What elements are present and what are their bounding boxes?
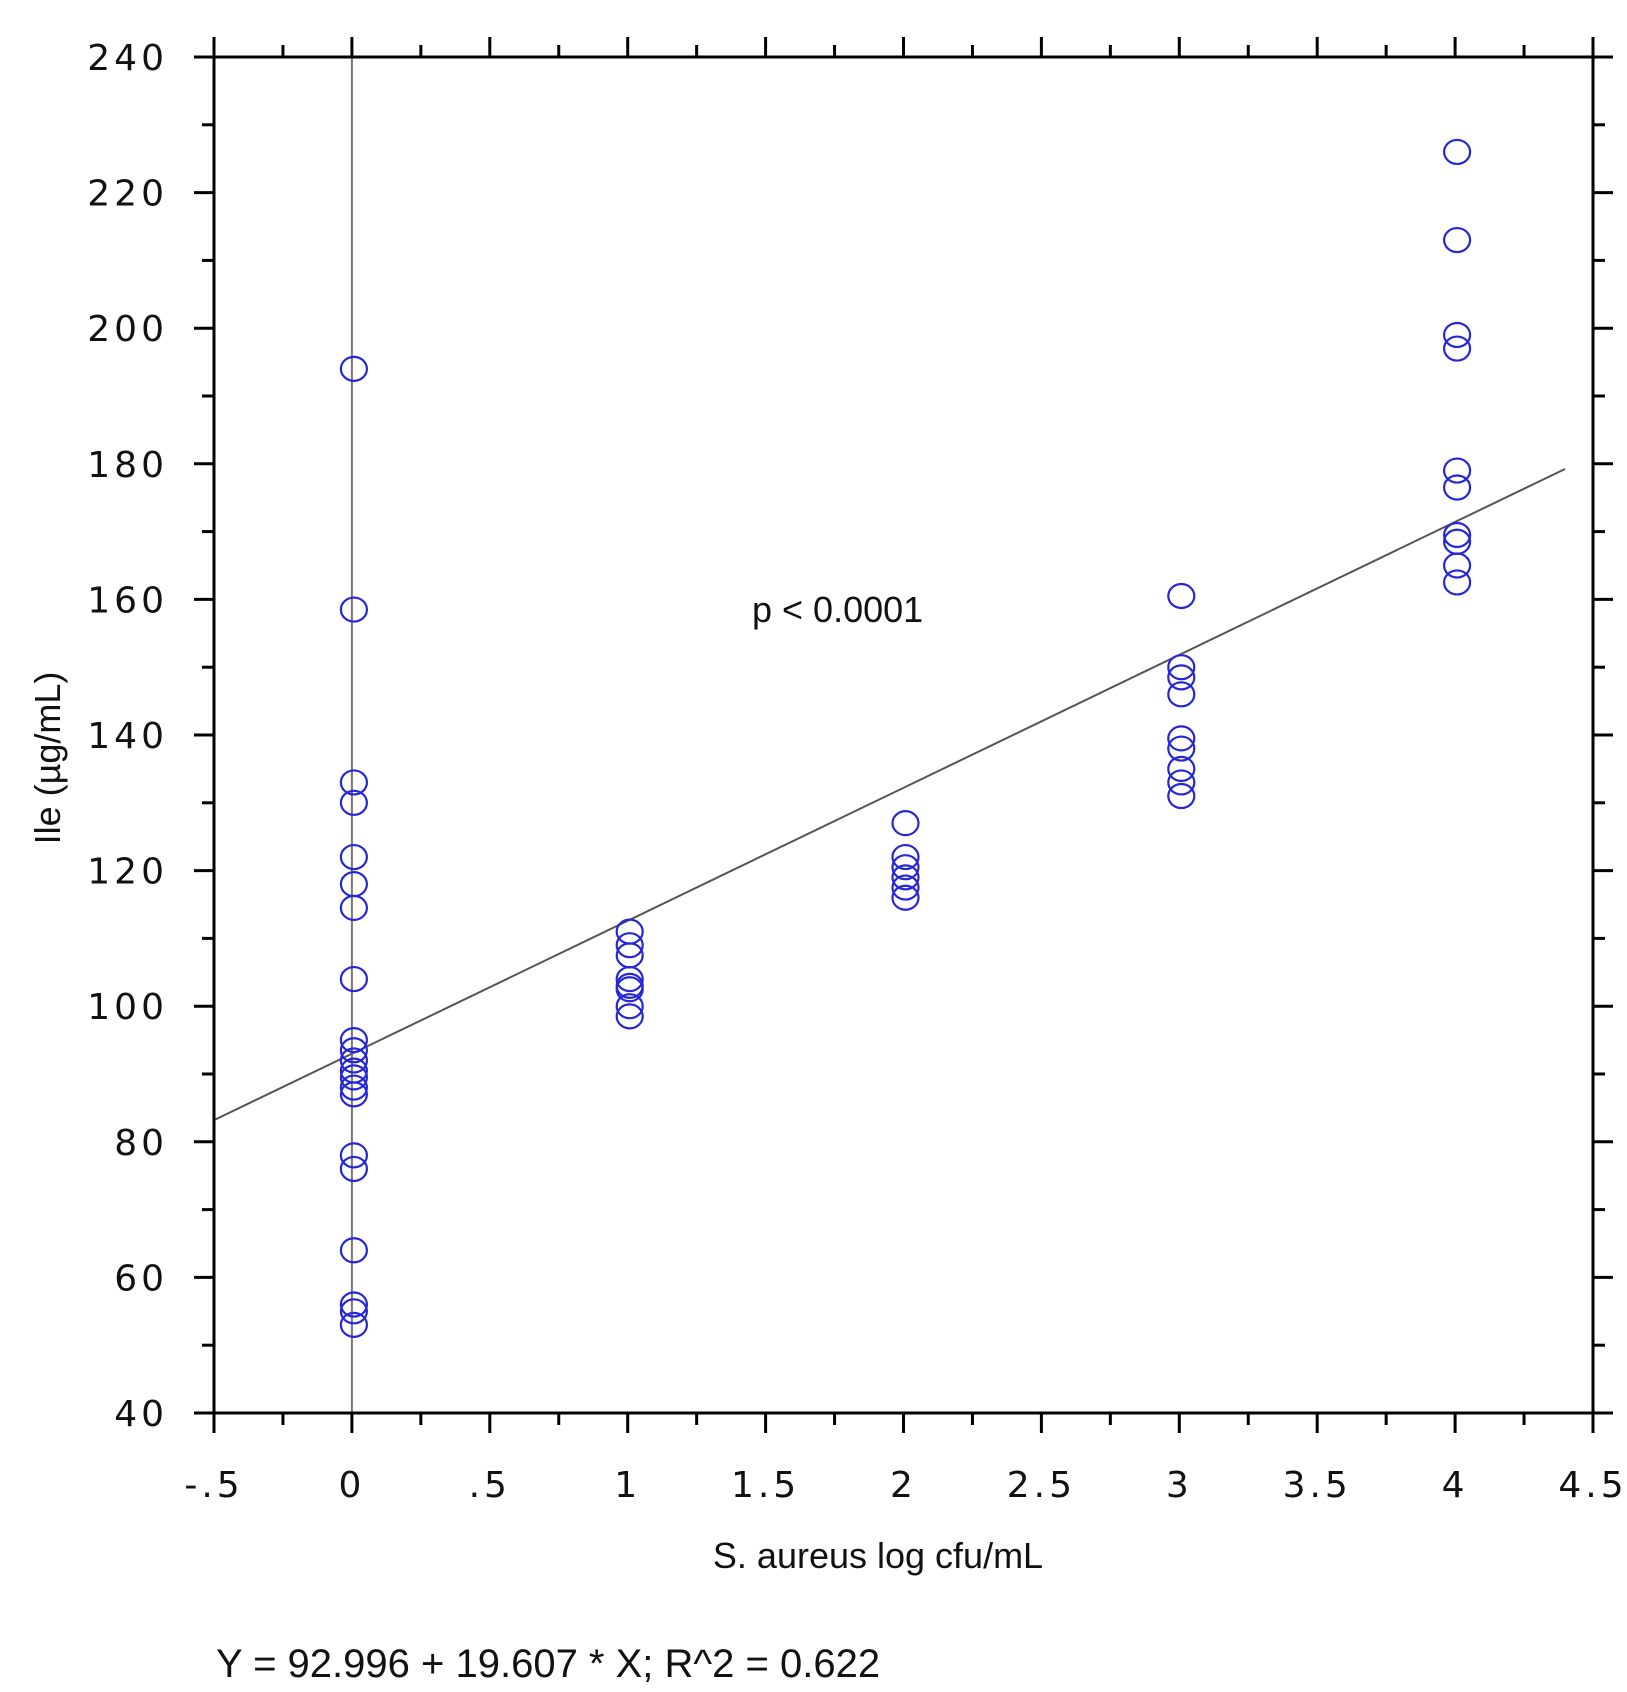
data-point xyxy=(1442,138,1472,166)
y-tick-label: 220 xyxy=(87,174,168,215)
y-tick-label: 200 xyxy=(87,309,168,350)
data-point xyxy=(891,810,920,837)
x-tick-label: 3 xyxy=(1166,1465,1193,1506)
y-tick-label: 120 xyxy=(87,852,168,893)
data-point xyxy=(1167,681,1196,708)
data-point xyxy=(891,864,920,891)
data-point xyxy=(339,1142,368,1169)
x-tick-label: 3.5 xyxy=(1283,1465,1352,1506)
x-tick-label: 1 xyxy=(614,1465,641,1506)
data-point xyxy=(891,854,920,881)
data-point xyxy=(1442,521,1472,549)
data-point xyxy=(1442,321,1472,349)
data-point xyxy=(1167,782,1196,810)
data-point xyxy=(1167,725,1196,752)
axis-ticks xyxy=(194,37,1613,1433)
data-point xyxy=(1442,569,1472,596)
data-point xyxy=(1167,582,1196,610)
y-tick-label: 60 xyxy=(114,1258,168,1299)
data-point xyxy=(1442,552,1472,579)
data-point xyxy=(339,1298,368,1325)
data-point xyxy=(1167,755,1196,783)
data-point xyxy=(615,965,644,993)
y-tick-label: 240 xyxy=(87,38,168,79)
data-point xyxy=(1442,226,1472,254)
data-point xyxy=(339,1311,368,1338)
x-tick-label: 2 xyxy=(890,1465,917,1506)
data-point xyxy=(1167,769,1196,796)
data-point xyxy=(339,1037,368,1064)
data-point xyxy=(1442,528,1472,555)
y-tick-label: 80 xyxy=(114,1123,168,1164)
data-points xyxy=(339,138,1472,1338)
x-tick-label: 1.5 xyxy=(731,1465,800,1506)
data-point xyxy=(615,918,644,945)
data-point xyxy=(339,965,368,993)
data-point xyxy=(615,942,644,969)
data-point xyxy=(891,843,920,871)
regression-line xyxy=(213,468,1566,1122)
data-point xyxy=(339,789,368,816)
data-point xyxy=(339,1291,368,1318)
x-axis-title: S. aureus log cfu/mL xyxy=(713,1535,1043,1576)
data-point xyxy=(339,1064,368,1091)
data-point xyxy=(339,1081,368,1108)
data-point xyxy=(339,843,368,871)
data-point xyxy=(339,769,368,796)
data-point xyxy=(1442,474,1472,501)
regression-equation: Y = 92.996 + 19.607 * X; R^2 = 0.622 xyxy=(216,1642,880,1686)
x-tick-label: 0 xyxy=(338,1465,365,1506)
plot-frame xyxy=(212,55,1595,1415)
data-point xyxy=(891,884,920,911)
data-point xyxy=(339,1074,368,1101)
data-point xyxy=(339,355,368,382)
data-point xyxy=(1167,664,1196,691)
data-point xyxy=(1442,457,1472,484)
y-tick-label: 140 xyxy=(87,716,168,757)
x-tick-label: .5 xyxy=(469,1465,511,1506)
data-point xyxy=(339,1047,368,1074)
data-point xyxy=(339,596,368,623)
data-point xyxy=(615,993,644,1020)
y-tick-label: 180 xyxy=(87,445,168,486)
data-point xyxy=(339,894,368,921)
data-point xyxy=(339,871,368,898)
data-point xyxy=(615,1003,644,1030)
annotation-p-value: p < 0.0001 xyxy=(752,589,923,630)
y-tick-label: 160 xyxy=(87,580,168,621)
data-point xyxy=(1167,735,1196,762)
x-tick-labels: -.5 0 .5 1 1.5 2 2.5 3 3.5 4 4.5 xyxy=(184,1465,1627,1506)
data-point xyxy=(615,976,644,1003)
x-tick-label: 4.5 xyxy=(1558,1465,1627,1506)
data-point xyxy=(339,1155,368,1183)
data-point xyxy=(339,1237,368,1264)
x-tick-label: 4 xyxy=(1442,1465,1469,1506)
y-tick-label: 100 xyxy=(87,987,168,1028)
y-tick-labels: 40 60 80 100 120 140 160 180 200 220 240 xyxy=(87,38,168,1435)
data-point xyxy=(615,932,644,959)
x-tick-label: -.5 xyxy=(184,1465,243,1506)
plot-lines xyxy=(213,57,1566,1413)
data-point xyxy=(339,1026,368,1054)
y-tick-label: 40 xyxy=(114,1394,168,1435)
y-axis-title: Ile (µg/mL) xyxy=(27,672,68,845)
x-tick-label: 2.5 xyxy=(1007,1465,1076,1506)
data-point xyxy=(891,874,920,901)
data-point xyxy=(1442,335,1472,362)
data-point xyxy=(1167,654,1196,681)
